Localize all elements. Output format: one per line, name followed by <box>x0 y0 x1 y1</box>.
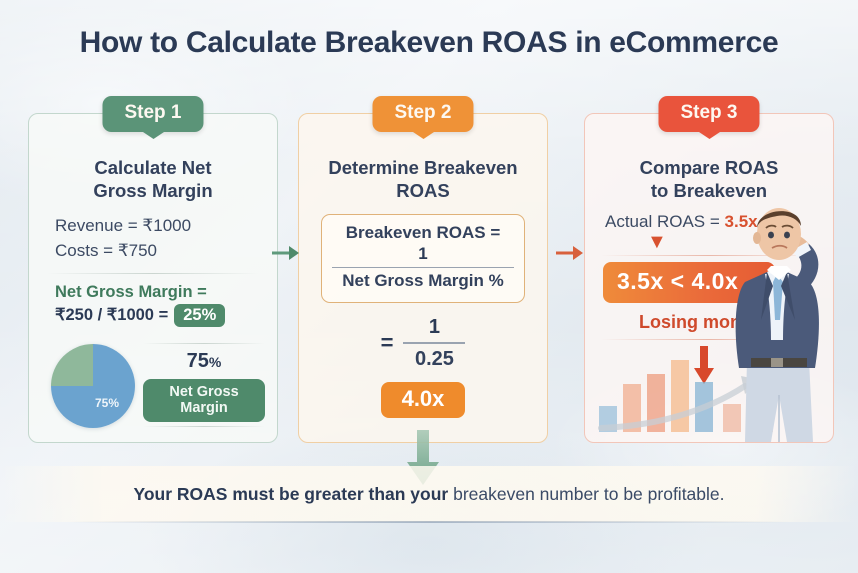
chevron-down-icon: ▼ <box>647 231 667 254</box>
actual-roas-label: Actual ROAS = <box>605 212 725 232</box>
evaluation-numerator: 1 <box>428 316 440 339</box>
fraction-bar <box>403 342 466 344</box>
equals-sign: = <box>380 330 394 356</box>
footer-divider <box>68 521 790 523</box>
pie-legend: 75% Net Gross Margin <box>143 339 265 433</box>
breakeven-result-badge: 4.0x <box>381 381 465 418</box>
step-1-heading-line1: Calculate Net <box>94 157 212 178</box>
pie-slice-label: 75% <box>95 395 120 410</box>
step-3-badge: Step 3 <box>658 96 760 132</box>
arrow-right-icon <box>556 244 584 267</box>
formula-fraction: 1 Net Gross Margin % <box>332 243 514 292</box>
footer-band <box>0 466 858 522</box>
divider <box>143 425 265 427</box>
performance-bar-chart <box>595 340 795 432</box>
step-2-badge-label: Step 2 <box>394 102 452 123</box>
footer-note-normal: breakeven number to be profitable. <box>448 484 725 504</box>
step-1-badge: Step 1 <box>102 96 204 132</box>
net-gross-margin-label: Net Gross Margin = <box>55 282 207 301</box>
costs-line: Costs = ₹750 <box>55 240 158 260</box>
step-2-badge: Step 2 <box>372 96 474 132</box>
pie-percent-value: 75% <box>143 350 265 373</box>
pie-legend-line1: Net Gross <box>169 383 239 400</box>
footer-note: Your ROAS must be greater than your brea… <box>0 484 858 505</box>
divider <box>143 342 265 344</box>
arrow-down-icon <box>693 346 715 391</box>
fraction-bar <box>332 266 514 269</box>
step-1-panel: Step 1 Calculate Net Gross Margin Revenu… <box>28 96 278 443</box>
net-gross-margin-calc: ₹250 / ₹1000 = 25% <box>41 303 265 327</box>
step-2-panel: Step 2 Determine Breakeven ROAS Breakeve… <box>298 96 548 485</box>
step-1-badge-label: Step 1 <box>124 102 182 123</box>
worried-businessman-illustration <box>717 190 833 442</box>
arrow-right-icon <box>272 244 300 267</box>
step-1-heading: Calculate Net Gross Margin <box>41 156 265 202</box>
formula-denominator: Net Gross Margin % <box>342 271 504 291</box>
footer-note-bold: Your ROAS must be greater than your <box>133 484 449 504</box>
step-3-badge-label: Step 3 <box>680 102 738 123</box>
step-3-heading-line1: Compare ROAS <box>639 157 779 178</box>
formula-numerator: 1 <box>418 244 428 264</box>
ngm-result-badge: 25% <box>174 303 226 327</box>
breakeven-formula-box: Breakeven ROAS = 1 Net Gross Margin % <box>321 214 525 304</box>
step-1-heading-line2: Gross Margin <box>93 180 213 202</box>
revenue-line: Revenue = ₹1000 <box>55 216 192 236</box>
divider <box>601 255 817 257</box>
ngm-expression: ₹250 / ₹1000 = <box>55 306 169 325</box>
actual-roas-value: 3.5x <box>724 212 758 232</box>
verdict-text: Losing money <box>639 312 762 333</box>
pie-chart-graphic: 75% <box>51 343 135 428</box>
step-3-panel: Step 3 Compare ROAS to Breakeven Actual … <box>584 96 834 443</box>
actual-roas-line: Actual ROAS = 3.5x <box>597 212 821 232</box>
pie-legend-tag: Net Gross Margin <box>143 378 265 422</box>
formula-evaluation: = 1 0.25 <box>311 315 535 372</box>
steps-container: Step 1 Calculate Net Gross Margin Revenu… <box>0 96 858 485</box>
pie-percent-sign: % <box>208 353 222 370</box>
margin-pie-chart: 75% 75% Net Gross Margin <box>41 339 265 433</box>
step-2-heading: Determine Breakeven ROAS <box>311 156 535 202</box>
divider <box>47 272 259 274</box>
evaluation-denominator: 0.25 <box>414 347 454 370</box>
step-3-heading: Compare ROAS to Breakeven <box>597 156 821 202</box>
step-2-heading-line2: ROAS <box>396 180 450 202</box>
pie-legend-line2: Margin <box>180 400 228 417</box>
formula-label: Breakeven ROAS = <box>345 223 501 243</box>
pie-percent-number: 75 <box>186 349 209 372</box>
evaluation-fraction: 1 0.25 <box>403 315 466 372</box>
step-2-heading-line1: Determine Breakeven <box>328 157 518 178</box>
page-title: How to Calculate Breakeven ROAS in eComm… <box>79 26 779 59</box>
divider <box>601 339 817 341</box>
step-3-heading-line2: to Breakeven <box>650 180 768 202</box>
